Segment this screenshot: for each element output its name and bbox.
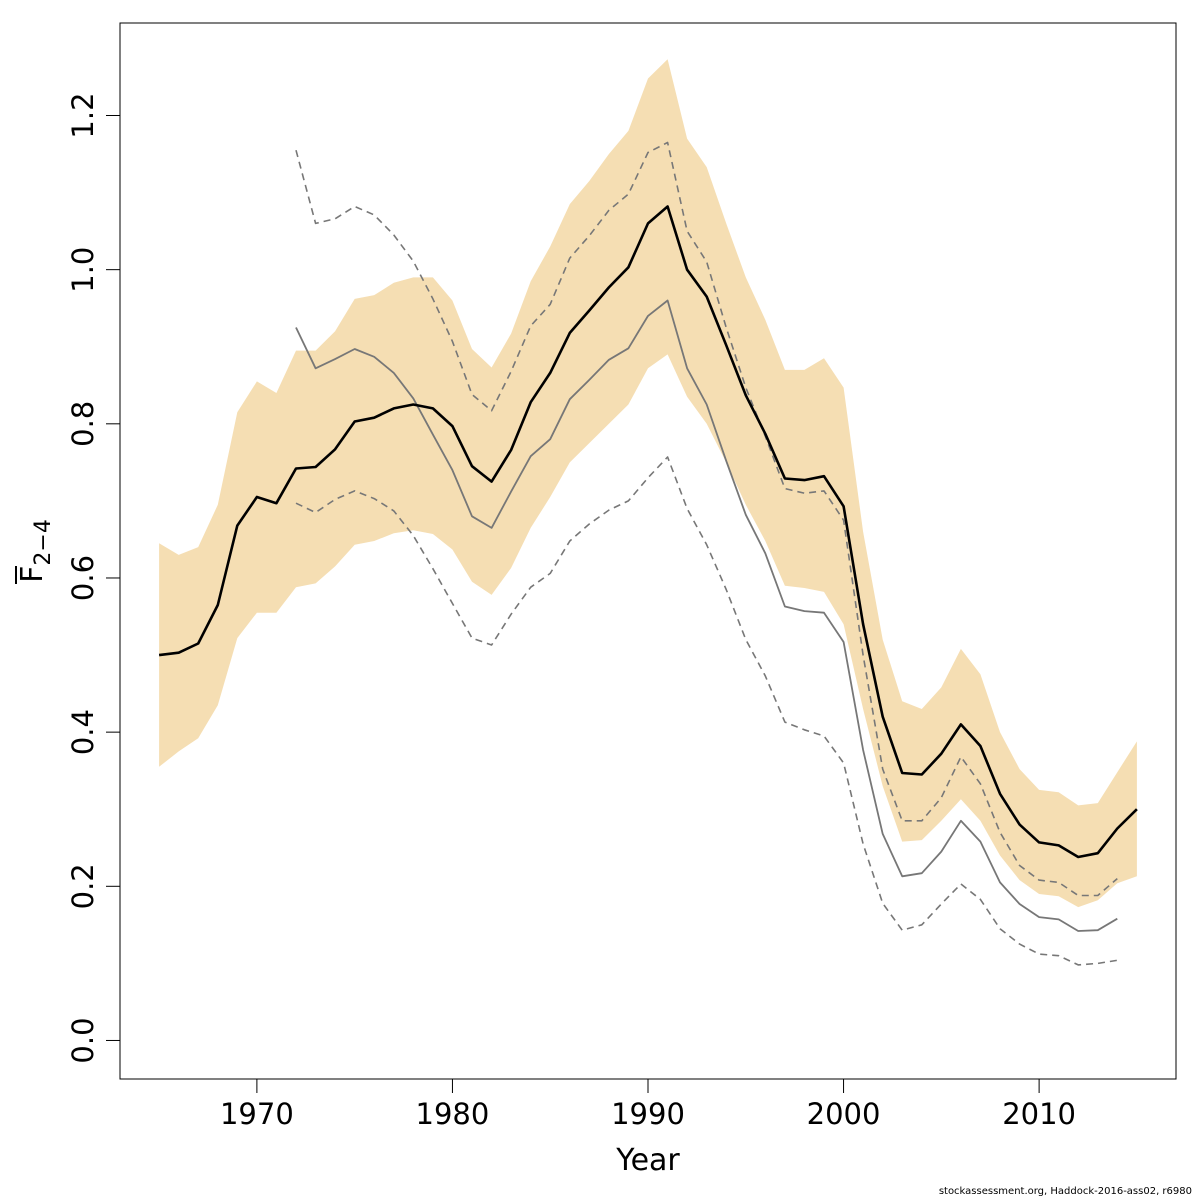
y-tick-label: 0.0 (66, 1017, 100, 1063)
retro-upper-line (295, 141, 1118, 897)
x-axis-title: Year (615, 1143, 680, 1178)
footer-credit: stockassessment.org, Haddock-2016-ass02,… (938, 1186, 1192, 1197)
y-axis-title: F2−4 (15, 519, 56, 584)
retro-estimate-line (295, 299, 1118, 932)
x-tick-label: 1980 (416, 1097, 490, 1131)
svg-text:F2−4: F2−4 (15, 519, 56, 583)
y-tick-label: 1.2 (66, 92, 100, 138)
y-tick-label: 0.2 (66, 863, 100, 909)
x-tick-label: 1990 (611, 1097, 685, 1131)
x-tick-label: 1970 (220, 1097, 294, 1131)
retro-lower-line (295, 456, 1118, 966)
y-tick-label: 0.8 (66, 401, 100, 447)
y-tick-label: 0.4 (66, 709, 100, 755)
x-tick-label: 2010 (1002, 1097, 1076, 1131)
confidence-band (159, 59, 1137, 908)
y-axis-title-subscript: 2−4 (31, 519, 56, 565)
estimate-line (158, 205, 1138, 859)
x-tick-label: 2000 (807, 1097, 881, 1131)
y-axis-title-main: F (15, 566, 50, 583)
y-tick-label: 0.6 (66, 555, 100, 601)
y-tick-label: 1.0 (66, 247, 100, 293)
